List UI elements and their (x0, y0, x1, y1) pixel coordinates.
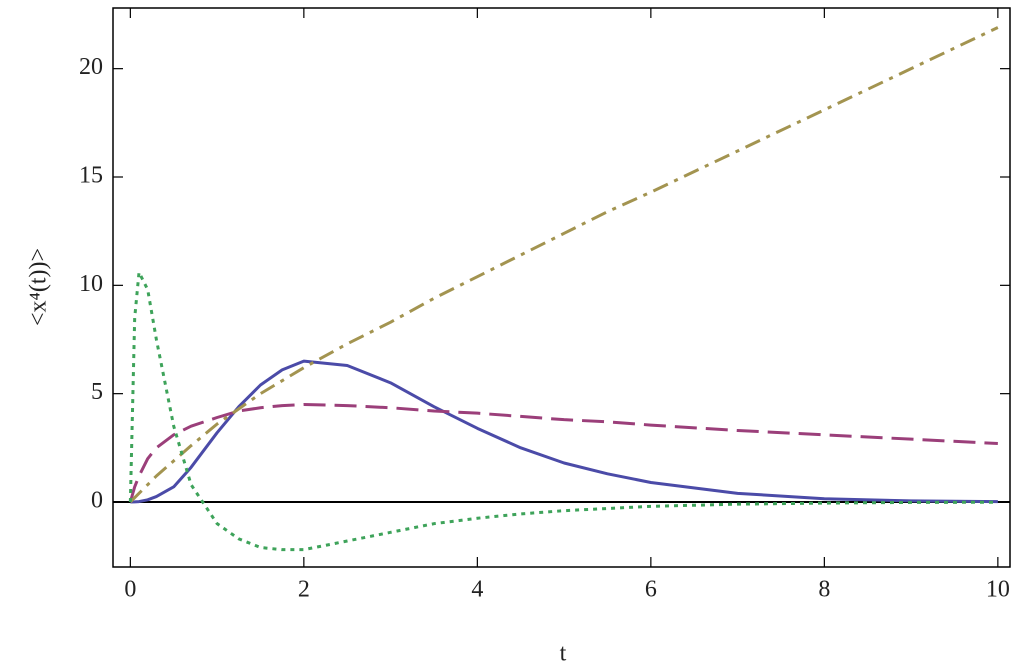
x-axis-label: t (560, 641, 567, 667)
plot-frame (112, 7, 1011, 568)
x-tick-label: 2 (298, 577, 310, 603)
series-line (128, 403, 998, 503)
y-tick-label: 5 (91, 379, 103, 405)
x-tick-label: 8 (818, 577, 830, 603)
y-tick-label: 15 (79, 163, 103, 189)
y-tick-label: 10 (79, 271, 103, 297)
y-tick-label: 20 (79, 54, 103, 80)
y-tick-label: 0 (91, 488, 103, 514)
x-tick-label: 6 (645, 577, 657, 603)
x-tick-label: 10 (986, 577, 1010, 603)
x-tick-label: 4 (471, 577, 483, 603)
y-axis-label: <x⁴(t))> (26, 248, 52, 326)
series-line (130, 359, 998, 504)
x-tick-label: 0 (124, 577, 136, 603)
series-line (128, 270, 998, 552)
series-line (129, 26, 999, 504)
